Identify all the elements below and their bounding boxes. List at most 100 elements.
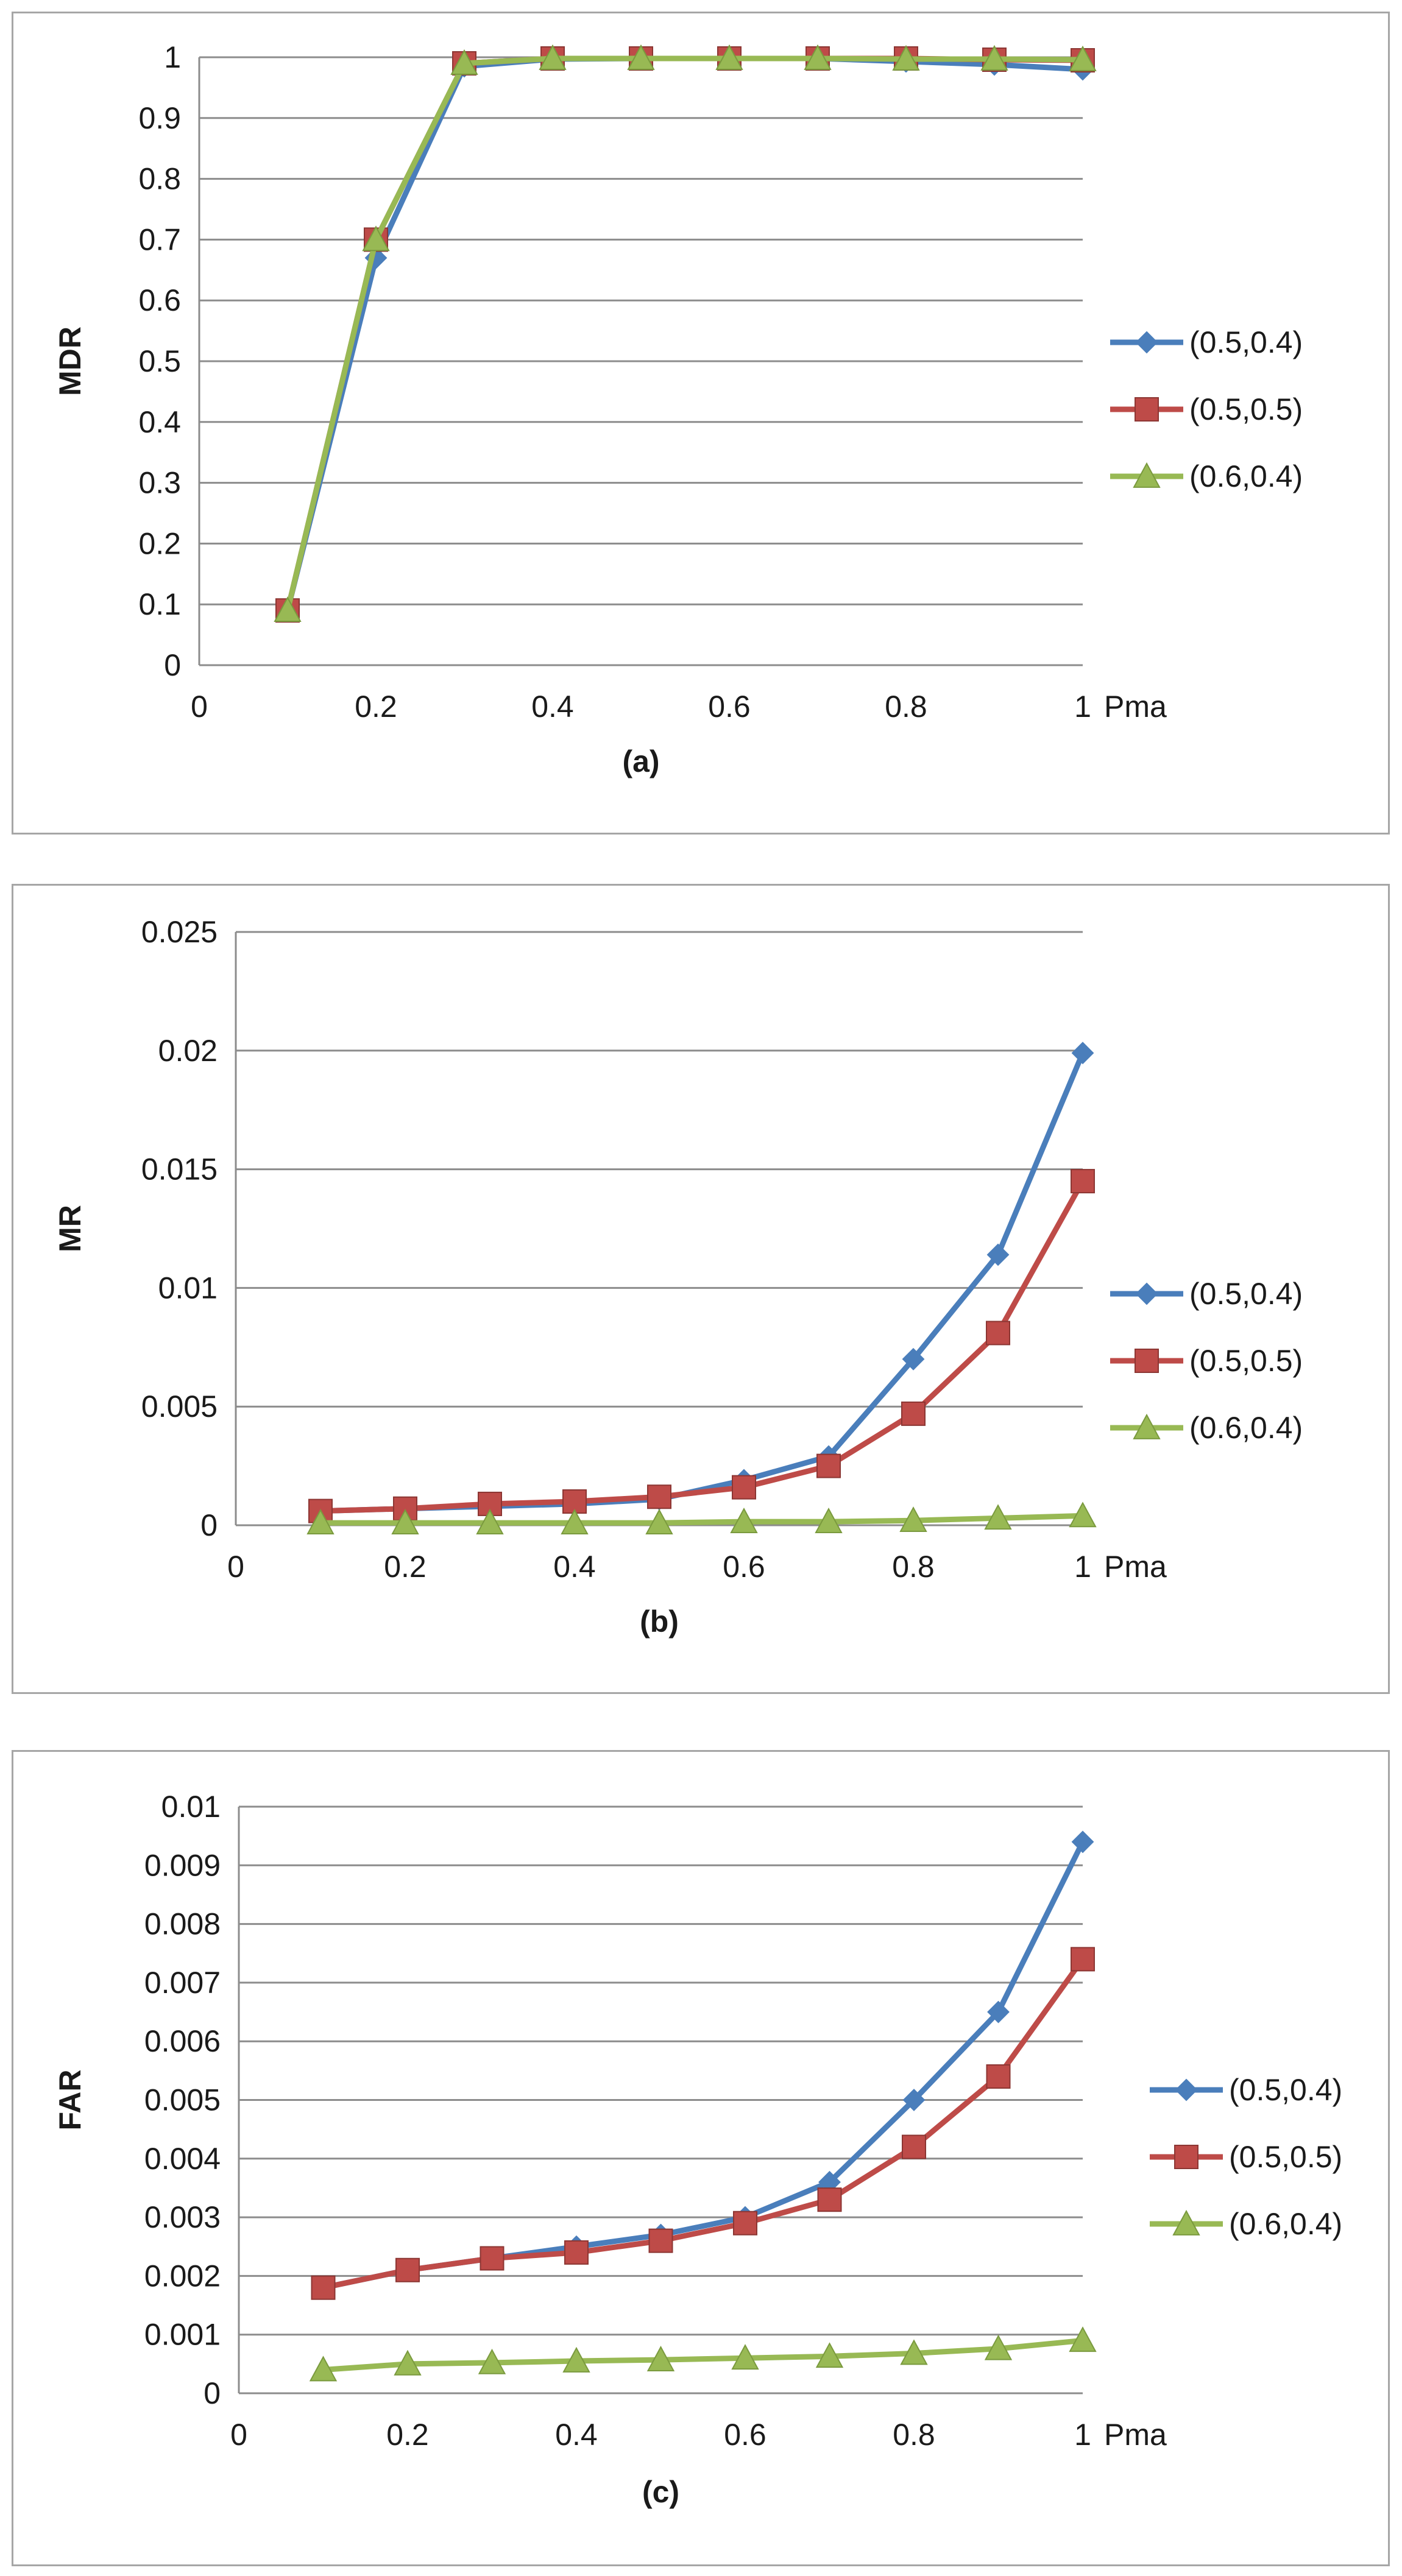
chart-c-data-point	[648, 2228, 673, 2253]
chart-c-series-line	[322, 1957, 1085, 2291]
chart-c-legend-marker	[1175, 2078, 1198, 2101]
chart-a-y-tick-label: 0.8	[138, 162, 181, 196]
chart-c-y-tick-label: 0.007	[144, 1966, 221, 2000]
chart-b-legend: (0.5,0.4) (0.5,0.5) (0.6,0.4)	[1110, 1277, 1303, 1445]
chart-c-data-point	[646, 2346, 675, 2371]
chart-b-x-tick-label: 0.2	[384, 1550, 427, 1584]
chart-c-x-tick-label: 0.2	[386, 2418, 429, 2452]
chart-b-y-tick-label: 0.015	[141, 1152, 218, 1187]
chart-b-legend-label: (0.6,0.4)	[1189, 1411, 1303, 1445]
chart-a-x-tick-label: 0.2	[355, 690, 397, 724]
chart-a-data-point	[980, 44, 1008, 71]
chart-c-y-tick-label: 0.008	[144, 1907, 221, 1941]
chart-c-x-axis: 0 0.2 0.4 0.6 0.8 1	[230, 2418, 1091, 2452]
chart-c-series-0	[312, 1830, 1094, 2299]
chart-b-x-axis: 0 0.2 0.4 0.6 0.8 1	[227, 1550, 1091, 1584]
chart-b-x-tick-label: 0.4	[553, 1550, 596, 1584]
chart-c-legend-label: (0.5,0.4)	[1229, 2073, 1342, 2107]
chart-a-x-axis-label: Pma	[1104, 690, 1167, 724]
chart-b-legend-marker	[1133, 1413, 1161, 1439]
chart-c-x-tick-label: 0	[230, 2418, 247, 2452]
chart-b-data-point	[815, 1508, 843, 1534]
chart-c-data-point	[562, 2346, 590, 2373]
chart-c-data-point	[309, 2355, 338, 2382]
chart-b-subtitle: (b)	[640, 1604, 679, 1639]
chart-a-y-tick-label: 0.2	[138, 526, 181, 560]
chart-a-y-axis-label: MDR	[53, 326, 87, 396]
chart-b-x-tick-label: 0.6	[723, 1550, 765, 1584]
chart-a-series-0	[276, 47, 1094, 622]
chart-c-x-axis-label: Pma	[1104, 2418, 1167, 2452]
chart-c-y-tick-label: 0	[204, 2376, 221, 2410]
chart-c-data-point	[900, 2339, 928, 2365]
chart-b-legend-label: (0.5,0.4)	[1189, 1277, 1303, 1311]
chart-c-x-tick-label: 0.8	[893, 2418, 935, 2452]
chart-c-x-tick-label: 0.4	[555, 2418, 598, 2452]
chart-c-legend-label: (0.5,0.5)	[1229, 2140, 1342, 2174]
chart-b-data-point	[899, 1506, 927, 1533]
chart-c-data-point	[731, 2344, 759, 2370]
chart-c-data-point	[987, 2000, 1010, 2024]
chart-a-data-point	[362, 225, 390, 252]
chart-b-data-point	[1071, 1042, 1094, 1065]
chart-c-series-1	[311, 1947, 1095, 2300]
chart-c-data-point	[984, 2334, 1013, 2360]
chart-a-series-2	[274, 44, 1097, 623]
chart-b-y-tick-label: 0	[200, 1508, 218, 1542]
chart-a-y-tick-label: 0.9	[138, 101, 181, 135]
chart-c-y-tick-label: 0.003	[144, 2200, 221, 2234]
chart-a-y-tick-label: 0.7	[138, 222, 181, 256]
chart-b-data-point	[647, 1484, 671, 1509]
chart-a-y-tick-label: 0.3	[138, 466, 181, 500]
chart-a-x-axis: 0 0.2 0.4 0.6 0.8 1	[191, 690, 1091, 724]
chart-b-data-point	[901, 1401, 926, 1426]
chart-c-y-axis: 0 0.001 0.002 0.003 0.004 0.005 0.006 0.007 0.00…	[144, 1790, 1083, 2410]
chart-c-y-tick-label: 0.002	[144, 2259, 221, 2293]
chart-b-y-tick-label: 0.02	[158, 1034, 218, 1068]
chart-c-y-tick-label: 0.01	[161, 1790, 221, 1824]
chart-c-subtitle: (c)	[642, 2475, 679, 2509]
chart-a-x-tick-label: 0.8	[885, 690, 927, 724]
chart-b-series-1	[308, 1169, 1095, 1523]
chart-b-data-point	[986, 1321, 1010, 1346]
chart-c-series-line	[323, 2337, 1083, 2373]
chart-a-y-tick-label: 0.6	[138, 283, 181, 317]
chart-b-legend-marker	[1135, 1349, 1159, 1373]
chart-c-data-point	[1069, 2326, 1097, 2352]
chart-c-data-point	[733, 2211, 757, 2235]
chart-b-data-point	[984, 1504, 1012, 1530]
chart-a-x-tick-label: 1	[1074, 690, 1091, 724]
chart-c-data-point	[902, 2134, 926, 2159]
chart-c-data-point	[478, 2348, 506, 2374]
chart-b-data-point	[1071, 1169, 1095, 1194]
chart-a-legend-marker	[1135, 331, 1158, 354]
chart-a-data-point	[450, 49, 478, 75]
chart-b-y-tick-label: 0.005	[141, 1389, 218, 1424]
chart-b-series-2	[306, 1501, 1097, 1534]
chart-c-y-tick-label: 0.004	[144, 2142, 221, 2176]
chart-c-x-tick-label: 1	[1074, 2418, 1091, 2452]
chart-c-y-tick-label: 0.009	[144, 1848, 221, 1882]
chart-a-y-tick-label: 0	[164, 648, 181, 682]
chart-c-y-tick-label: 0.005	[144, 2083, 221, 2117]
chart-a-svg: 00.10.20.30.40.50.60.70.80.910 0.2 0.4 0.6 0…	[53, 40, 1303, 778]
chart-a-y-tick-label: 0.1	[138, 587, 181, 621]
chart-c-legend-label: (0.6,0.4)	[1229, 2207, 1342, 2241]
chart-a-data-point	[627, 44, 655, 70]
chart-b-svg: 0 0.005 0.01 0.015 0.02 0.025 0 0.2 0.4 0.6 0.8 1 Pm…	[53, 915, 1303, 1639]
chart-a-legend: (0.5,0.4) (0.5,0.5) (0.6,0.4)	[1110, 325, 1303, 493]
chart-b-y-axis: 0 0.005 0.01 0.015 0.02 0.025	[141, 915, 1083, 1542]
chart-a-data-point	[804, 44, 832, 70]
chart-b-x-tick-label: 1	[1074, 1550, 1091, 1584]
chart-c-y-tick-label: 0.006	[144, 2024, 221, 2058]
chart-b-data-point	[986, 1243, 1010, 1266]
chart-c-data-point	[395, 2257, 420, 2282]
chart-c-y-axis-label: FAR	[53, 2070, 87, 2131]
chart-b-x-tick-label: 0	[227, 1550, 244, 1584]
chart-b-data-point	[816, 1453, 841, 1478]
chart-c-data-point	[902, 2089, 926, 2111]
chart-a-legend-label: (0.5,0.4)	[1189, 325, 1303, 359]
chart-a-data-point	[274, 596, 302, 623]
chart-c-legend-marker	[1172, 2209, 1200, 2235]
chart-a-series-line	[285, 55, 1083, 612]
